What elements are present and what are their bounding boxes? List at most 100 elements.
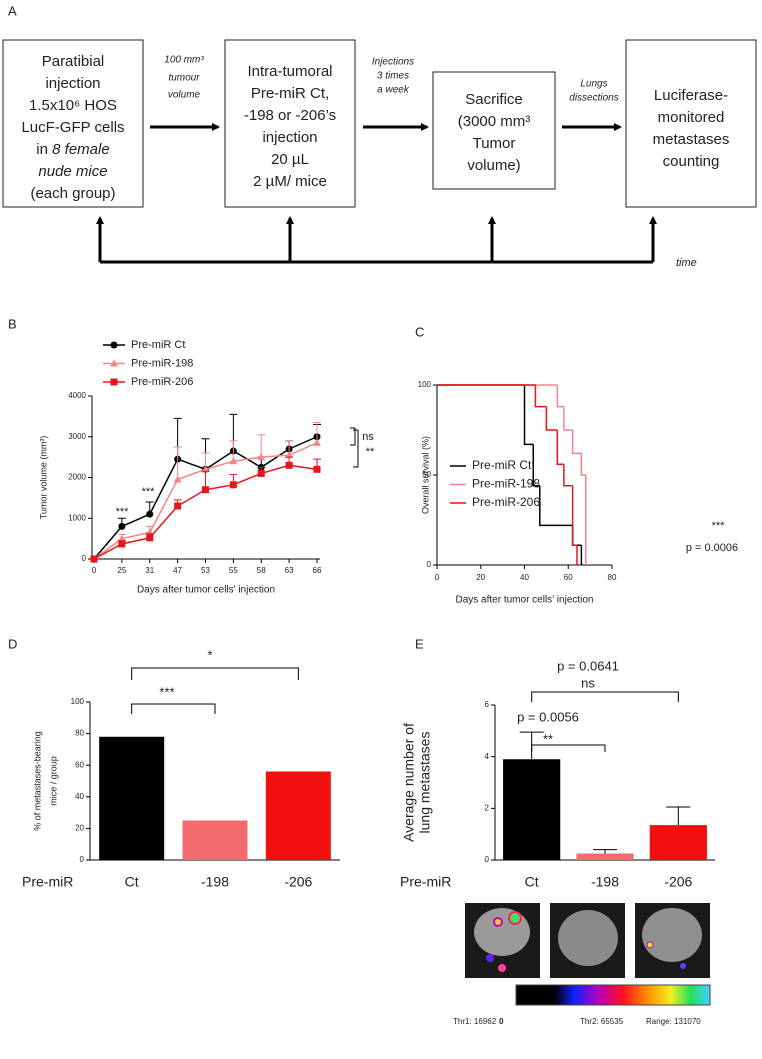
error-bar xyxy=(593,849,617,854)
bracket xyxy=(131,703,216,714)
point xyxy=(202,486,209,494)
x-axis-label: Days after tumor cells' injection xyxy=(137,585,275,596)
point xyxy=(174,502,182,510)
x-tick-label: 20 xyxy=(476,573,485,582)
x-tick-label: 55 xyxy=(229,566,238,575)
annotation: ** xyxy=(366,446,375,458)
point xyxy=(257,469,265,477)
survival-step xyxy=(534,385,547,408)
arrow-label: Lungs xyxy=(580,79,607,90)
x-tick-label: 63 xyxy=(285,566,294,575)
y-tick-label: 60 xyxy=(75,760,84,769)
bar xyxy=(99,736,165,860)
workflow-diagram: Paratibial injection 1.5x10⁶ HOS LucF-GF… xyxy=(2,39,757,269)
lung-tissue xyxy=(558,910,618,966)
survival-step xyxy=(571,525,582,546)
panel-label: E xyxy=(415,636,424,651)
survival-step xyxy=(563,464,573,487)
timeline-label: time xyxy=(676,257,697,269)
x-tick-label: 0 xyxy=(435,573,440,582)
point xyxy=(285,451,294,459)
colorbar-label: 0 xyxy=(499,1017,504,1026)
y-tick-label: 2000 xyxy=(68,473,86,482)
box-text: metastases xyxy=(653,131,730,148)
box-text: Intra-tumoral xyxy=(247,63,332,80)
legend-marker xyxy=(110,359,118,367)
y-tick-label: 20 xyxy=(75,824,84,833)
arrow-label: 3 times xyxy=(377,71,409,82)
box-text: Luciferase- xyxy=(654,87,728,104)
x-tick-label: 60 xyxy=(564,573,573,582)
point xyxy=(313,465,321,473)
arrow-label: tumour xyxy=(168,73,200,84)
y-tick-label: 0 xyxy=(82,554,87,563)
box-text: 2 µM/ mice xyxy=(253,173,327,190)
y-tick-label: 6 xyxy=(485,700,490,709)
point xyxy=(146,510,154,518)
arrow-label: Injections xyxy=(372,57,414,68)
y-tick-label: 50 xyxy=(422,470,431,479)
x-tick-label: -206 xyxy=(664,874,692,890)
y-tick-label: 2 xyxy=(485,803,490,812)
bar xyxy=(503,759,561,860)
bracket xyxy=(131,667,299,680)
x-tick-label: 31 xyxy=(145,566,154,575)
y-tick-label: 80 xyxy=(75,729,84,738)
arrow-label: volume xyxy=(168,90,201,101)
arrow-label: a week xyxy=(377,85,410,96)
bracket xyxy=(353,429,359,468)
y-axis-label: mice / group xyxy=(48,756,58,806)
panel-label: D xyxy=(8,636,17,651)
signal xyxy=(486,954,494,962)
box-text: -198 or -206’s xyxy=(244,107,336,124)
bar xyxy=(576,853,634,860)
step-box xyxy=(625,39,757,208)
box-text: volume) xyxy=(467,157,520,174)
colorbar-label: Thr1: 16962 xyxy=(453,1017,497,1026)
legend-marker xyxy=(110,378,118,386)
survival-step xyxy=(571,430,582,455)
signal xyxy=(508,911,522,925)
x-tick-label: 66 xyxy=(313,566,322,575)
bracket xyxy=(531,691,679,702)
colorbar xyxy=(515,984,711,1006)
colorbar-label: Thr2: 65535 xyxy=(580,1017,624,1026)
y-tick-label: 40 xyxy=(75,792,84,801)
x-tick-label: -198 xyxy=(591,874,619,890)
annotation: * xyxy=(207,647,212,662)
survival-step xyxy=(523,385,534,446)
error-bar xyxy=(173,446,182,480)
point xyxy=(257,453,266,461)
annotation: *** xyxy=(116,506,130,518)
box-text: Tumor xyxy=(473,135,516,152)
y-tick-label: 100 xyxy=(418,380,432,389)
survival-step xyxy=(539,485,573,527)
y-axis-label: Average number of xyxy=(401,723,417,842)
signal xyxy=(646,941,654,949)
signal xyxy=(498,964,506,972)
point xyxy=(117,534,126,542)
survival-step xyxy=(532,444,540,487)
box-text: injection xyxy=(45,75,100,92)
y-tick-label: 100 xyxy=(71,697,85,706)
x-tick-label: 40 xyxy=(520,573,529,582)
arrow-label: 100 mm³ xyxy=(164,55,204,66)
lung-images: Thr1: 16962 0 Thr2: 65535 Range: 131070 xyxy=(453,903,711,1026)
y-tick-label: 1000 xyxy=(68,513,86,522)
point xyxy=(285,461,293,469)
lung-tissue xyxy=(642,908,702,962)
legend-marker xyxy=(110,341,118,349)
box-text: 20 µL xyxy=(271,151,309,168)
x-tick-label: 0 xyxy=(92,566,97,575)
legend-label: Pre-miR-206 xyxy=(131,376,193,388)
annotation: *** xyxy=(712,520,726,532)
y-tick-label: 4 xyxy=(485,752,490,761)
box-text: injection xyxy=(262,129,317,146)
bar xyxy=(649,825,707,860)
y-axis-label: % of metastases-bearing xyxy=(32,731,42,831)
point xyxy=(201,465,210,473)
point xyxy=(229,481,237,489)
annotation: *** xyxy=(142,486,156,498)
box-text: Sacrifice xyxy=(465,91,523,108)
